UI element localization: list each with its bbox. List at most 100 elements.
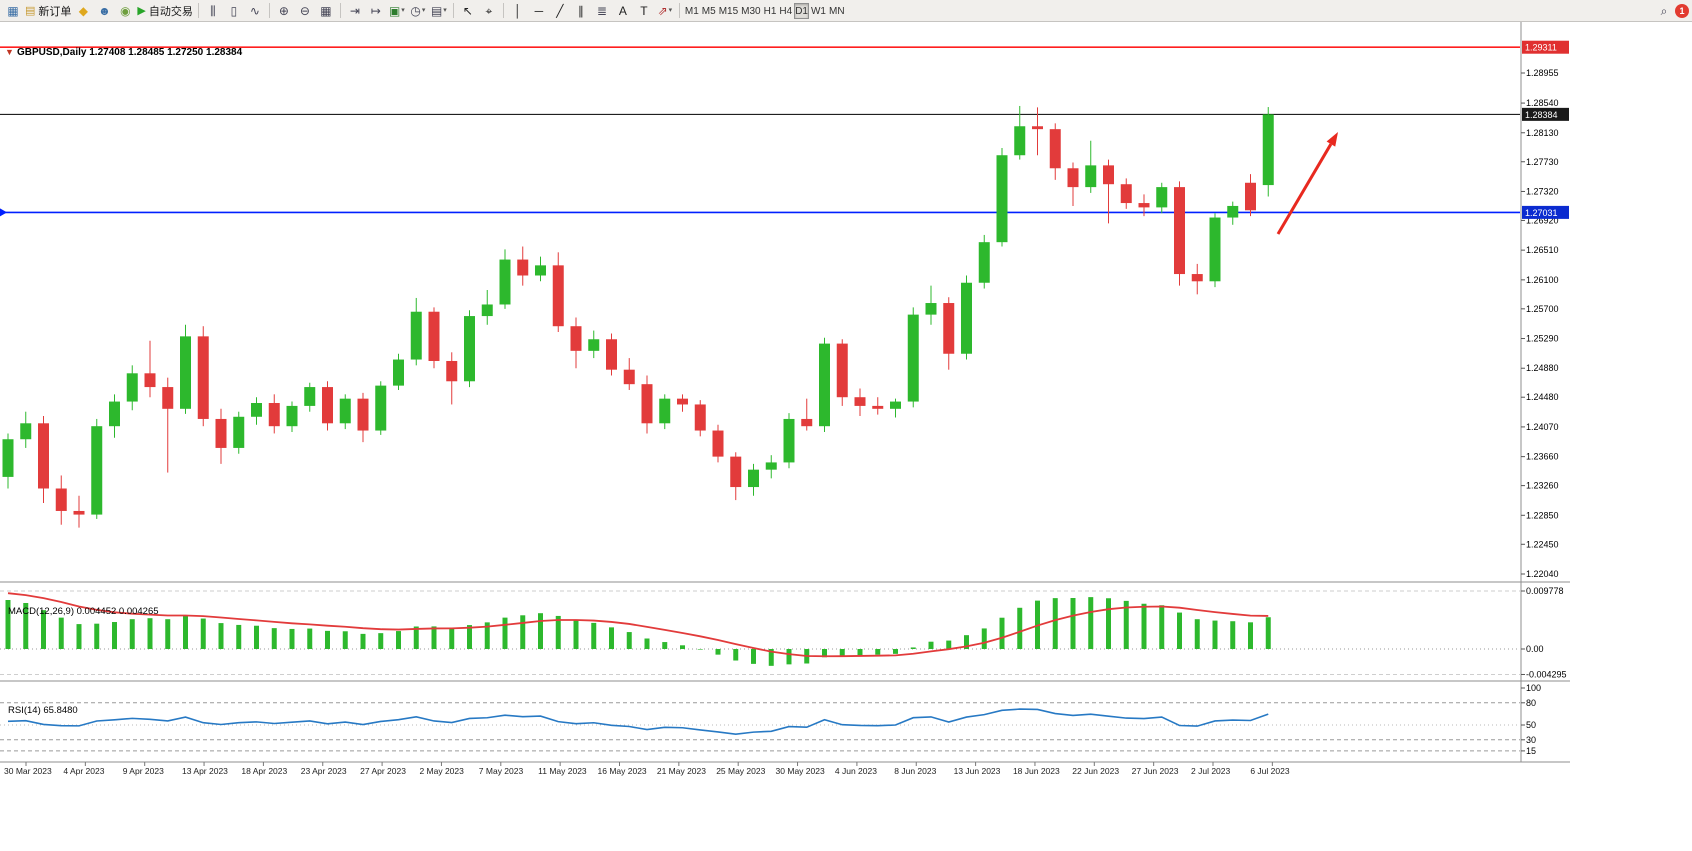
alert-line-price-tag — [1522, 40, 1569, 54]
candle-body — [357, 398, 369, 431]
candle-body — [233, 416, 245, 448]
horizontal-line-icon[interactable]: ─ — [529, 2, 549, 20]
candle-body — [890, 401, 901, 409]
timeframe-h1[interactable]: H1 — [763, 3, 778, 19]
candle-body — [854, 397, 866, 406]
candle — [552, 252, 564, 333]
autotrading-button[interactable]: ▶ 自动交易 — [136, 2, 193, 20]
metaeditor-icon[interactable]: ◆ — [73, 2, 93, 20]
new-chart-dropdown[interactable]: ▣ ▾ — [387, 2, 407, 20]
price-axis-label: 1.22040 — [1526, 569, 1559, 579]
bar-chart-icon[interactable]: ⫼ — [203, 2, 223, 20]
price-axis-label: 1.24880 — [1526, 363, 1559, 373]
timeframe-d1[interactable]: D1 — [794, 2, 809, 19]
timeframe-h4[interactable]: H4 — [778, 3, 793, 19]
candle-body — [588, 339, 600, 351]
timeframe-mn[interactable]: MN — [828, 3, 846, 19]
fibonacci-icon[interactable]: ≣ — [592, 2, 612, 20]
candle — [1014, 105, 1026, 160]
price-axis-label: 1.24070 — [1526, 422, 1559, 432]
equidistant-channel-icon[interactable]: ∥ — [571, 2, 591, 20]
timeframe-m5[interactable]: M5 — [701, 3, 717, 19]
toolbar-separator — [678, 3, 680, 18]
price-axis-label: 1.28955 — [1526, 68, 1559, 78]
candle — [943, 297, 955, 370]
candle-body — [1067, 168, 1079, 188]
candle — [304, 382, 316, 412]
candle — [570, 317, 582, 369]
arrows-dropdown[interactable]: ⇗ ▾ — [655, 2, 675, 20]
current-price-line-price-tag-label: 1.28384 — [1525, 110, 1558, 120]
candle — [481, 289, 493, 325]
notifications-badge[interactable]: 1 — [1675, 3, 1689, 18]
toolbar-separator — [502, 3, 504, 18]
text-label-icon[interactable]: T — [634, 2, 654, 20]
date-axis-label: 4 Jun 2023 — [835, 766, 877, 776]
candlestick-chart-icon[interactable]: ▯ — [224, 2, 244, 20]
rsi-axis-label: 50 — [1526, 720, 1536, 730]
date-axis-label: 30 May 2023 — [776, 766, 825, 776]
timeframe-w1[interactable]: W1 — [810, 3, 827, 19]
search-icon[interactable]: ⌕ — [1654, 2, 1674, 20]
price-axis-label: 1.25700 — [1526, 304, 1559, 314]
trend-arrow[interactable] — [1276, 143, 1333, 235]
vertical-line-icon[interactable]: │ — [508, 2, 528, 20]
new-order-button[interactable]: ▤ 新订单 — [24, 2, 72, 20]
crosshair-icon[interactable]: ⌖ — [479, 2, 499, 20]
timeframe-m1[interactable]: M1 — [684, 3, 700, 19]
candle-body — [1049, 129, 1061, 169]
text-icon[interactable]: A — [613, 2, 633, 20]
candle — [233, 411, 245, 454]
candle-body — [481, 304, 493, 317]
zoom-in-icon[interactable]: ⊕ — [274, 2, 294, 20]
candle — [783, 413, 795, 469]
candle-body — [215, 418, 227, 448]
rsi-axis-label: 30 — [1526, 735, 1536, 745]
chart-area[interactable]: 1.28955 1.28540 1.28130 1.27730 1.27320 1.269… — [0, 22, 1692, 846]
candle — [588, 330, 600, 359]
candle — [1138, 194, 1150, 217]
rsi-axis-label: 15 — [1526, 746, 1536, 756]
candle-body — [1227, 205, 1239, 218]
candle-body — [1262, 114, 1274, 186]
timeframe-m30[interactable]: M30 — [740, 3, 761, 19]
candle — [215, 408, 227, 464]
candle — [1174, 181, 1185, 286]
candle-body — [783, 418, 795, 463]
macd-axis-label: -0.004295 — [1526, 669, 1567, 679]
alerts-icon[interactable]: ◉ — [115, 2, 135, 20]
candle-body — [428, 311, 440, 361]
contacts-icon[interactable]: ☻ — [94, 2, 114, 20]
candle-body — [73, 510, 85, 515]
candle — [1120, 178, 1132, 209]
candle-body — [1032, 126, 1043, 130]
profiles-dropdown[interactable]: ◷ ▾ — [408, 2, 428, 20]
price-axis-label: 1.24480 — [1526, 392, 1559, 402]
new-window-icon[interactable]: ▦ — [3, 2, 23, 20]
candle-body — [712, 430, 724, 457]
auto-scroll-icon[interactable]: ⇥ — [345, 2, 365, 20]
candle-body — [1191, 274, 1203, 282]
cursor-icon[interactable]: ↖ — [458, 2, 478, 20]
line-chart-icon[interactable]: ∿ — [245, 2, 265, 20]
candle — [712, 424, 724, 463]
trendline-icon[interactable]: ╱ — [550, 2, 570, 20]
candle — [1156, 182, 1168, 214]
support-line-price-tag — [1522, 205, 1569, 219]
chart-properties-dropdown[interactable]: ▤ ▾ — [429, 2, 449, 20]
zoom-out-icon[interactable]: ⊖ — [295, 2, 315, 20]
current-price-line-price-tag — [1522, 107, 1569, 121]
candle — [91, 418, 103, 519]
date-axis-label: 9 Apr 2023 — [123, 766, 164, 776]
tile-windows-icon[interactable]: ▦ — [316, 2, 336, 20]
candle-body — [819, 343, 830, 427]
candle — [393, 353, 404, 390]
chart-shift-icon[interactable]: ↦ — [366, 2, 386, 20]
autotrading-button-label: 自动交易 — [148, 5, 193, 18]
candle-body — [535, 265, 546, 276]
date-axis-label: 25 May 2023 — [716, 766, 765, 776]
candle-body — [961, 282, 972, 354]
timeframe-m15[interactable]: M15 — [718, 3, 739, 19]
candle-body — [552, 265, 564, 327]
